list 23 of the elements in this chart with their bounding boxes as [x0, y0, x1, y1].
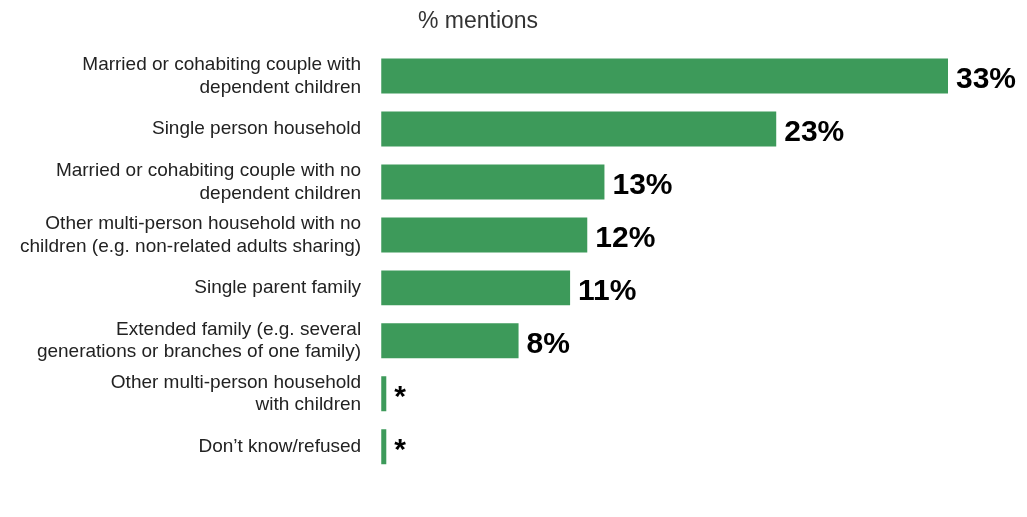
data-label: 33% [956, 61, 1017, 95]
y-tick-label: Single person household [151, 117, 362, 139]
data-label: 8% [526, 326, 570, 360]
y-tick-label: Single parent family [194, 276, 362, 298]
y-tick-label: Other multi-person household with children [110, 370, 362, 415]
data-label: 12% [595, 220, 656, 254]
bar [381, 270, 571, 306]
bar [381, 164, 605, 200]
y-tick-label: Other multi-person household with no children (e.g. non-related adults sharing) [20, 211, 362, 256]
bar [381, 323, 519, 359]
bar [381, 58, 948, 94]
bar [381, 217, 588, 253]
chart-title: % mentions [417, 7, 539, 34]
y-tick-label: Married or cohabiting couple with no dependent children [55, 158, 362, 203]
bar [381, 111, 777, 147]
data-label: * [394, 431, 407, 465]
y-tick-label: Extended family (e.g. several generations or branches of one family) [36, 317, 362, 362]
data-label: * [394, 379, 407, 413]
data-label: 13% [612, 167, 673, 201]
y-tick-label: Married or cohabiting couple with dependent children [82, 52, 362, 97]
y-tick-label: Don’t know/refused [198, 434, 362, 456]
data-label: 23% [784, 114, 845, 148]
data-label: 11% [578, 273, 637, 307]
